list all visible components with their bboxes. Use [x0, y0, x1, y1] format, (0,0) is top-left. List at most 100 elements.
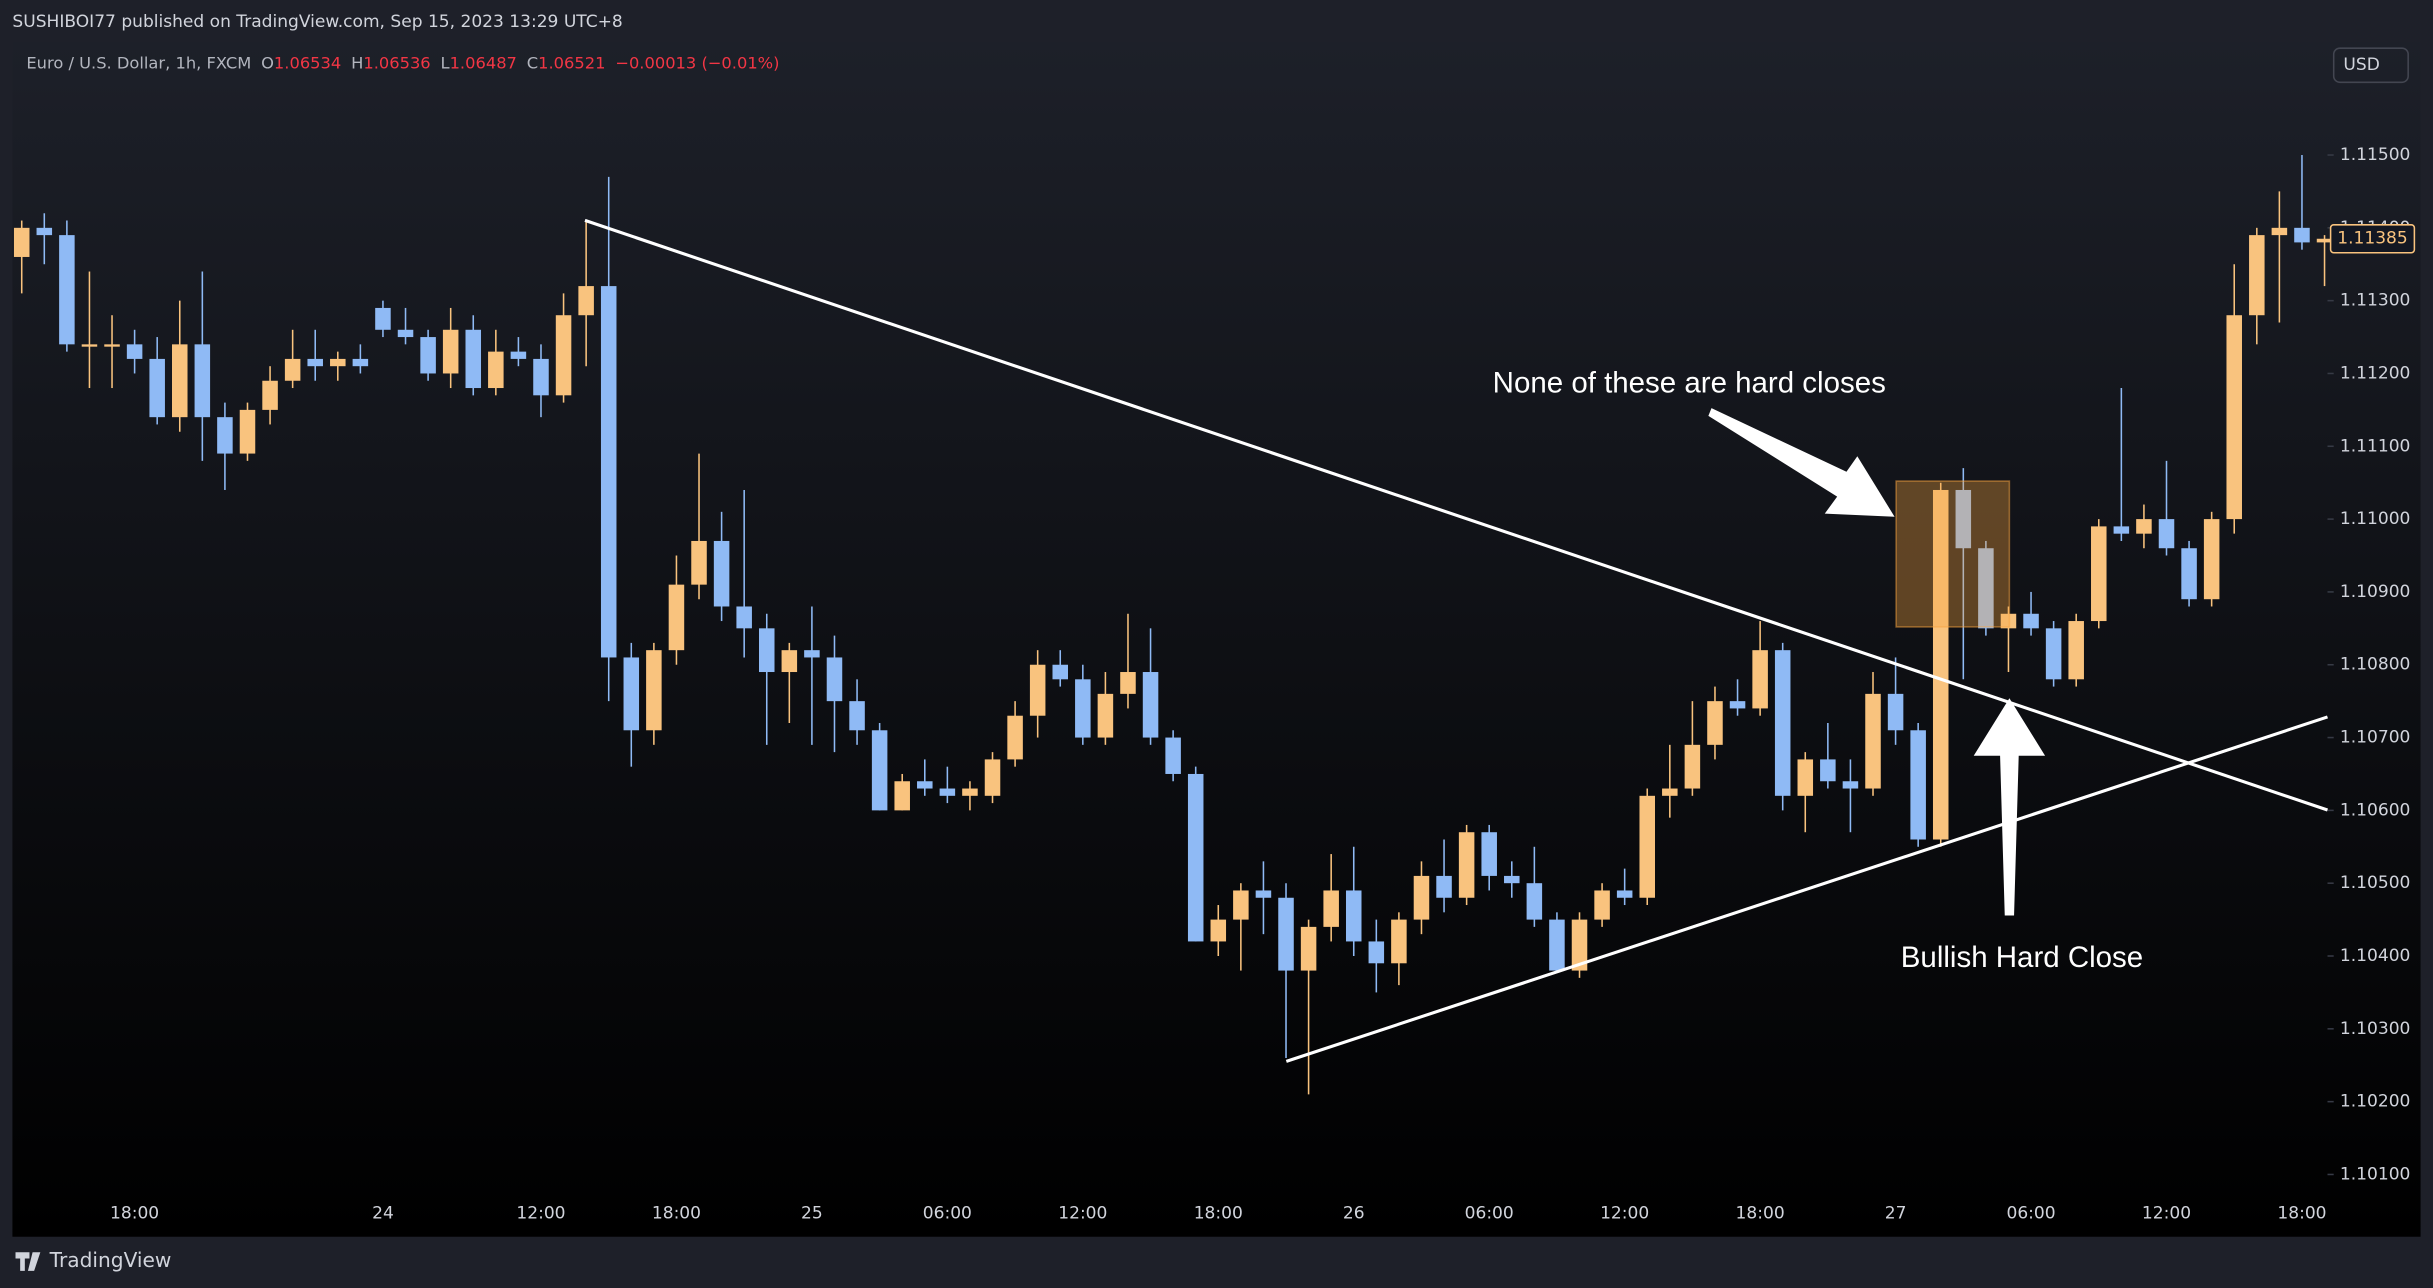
last-price-label: 1.11385 — [2337, 229, 2408, 249]
candle-body — [555, 315, 572, 396]
ohlc-value: 1.06536 — [363, 53, 430, 72]
candle-body — [1345, 890, 1362, 942]
currency[interactable]: USD — [2343, 55, 2379, 75]
candle-body — [1458, 832, 1475, 898]
candle-body — [2316, 238, 2333, 243]
ohlc-value: 1.06521 — [538, 53, 605, 72]
candle-body — [1616, 890, 1633, 898]
candle-body — [149, 358, 165, 418]
x-tick-label: 18:00 — [652, 1203, 701, 1223]
candle-body — [1504, 875, 1520, 884]
candle-body — [330, 358, 346, 367]
ohlc-label: L — [441, 53, 450, 72]
candle-body — [2023, 613, 2039, 629]
candle-body — [1820, 759, 1836, 782]
x-tick-label: 06:00 — [923, 1203, 972, 1223]
candle-body — [307, 358, 323, 367]
change: −0.00013 (−0.01%) — [615, 53, 779, 72]
candle-body — [397, 329, 414, 338]
candle-body — [126, 344, 143, 359]
candle-body — [600, 286, 617, 658]
annotation: Bullish Hard Close — [1901, 941, 2143, 974]
ohlc-value: 1.06534 — [274, 53, 341, 72]
candle-body — [1255, 890, 1272, 898]
candle-body — [375, 307, 391, 330]
candle-body — [1368, 941, 1385, 964]
chart-panel — [12, 41, 2421, 1237]
y-tick-label: 1.10900 — [2340, 582, 2411, 602]
x-tick-label: 18:00 — [1194, 1203, 1243, 1223]
y-tick-label: 1.11200 — [2340, 363, 2411, 383]
candle-body — [1413, 875, 1430, 920]
candle-body — [1142, 672, 1159, 738]
y-tick-label: 1.10200 — [2340, 1092, 2411, 1112]
candle-body — [962, 788, 978, 796]
candle-body — [262, 380, 278, 410]
candle-body — [488, 351, 504, 389]
candle-body — [2158, 519, 2175, 549]
x-tick-label: 12:00 — [1058, 1203, 1107, 1223]
candle-body — [1187, 773, 1204, 942]
plot: 1.10100 1.10200 1.10300 1.10400 1.10500 1.106… — [13, 145, 2416, 1223]
candle-body — [1210, 919, 1227, 942]
candle-body — [781, 650, 798, 673]
candle-body — [1526, 883, 1543, 920]
last-price-tag — [2329, 224, 2416, 254]
legend: Euro / U.S. Dollar, 1h, FXCM O1.06534 H1… — [26, 53, 779, 72]
candle-body — [939, 788, 956, 796]
candle-body — [2249, 235, 2265, 316]
y-tick-label: 1.11500 — [2340, 145, 2411, 165]
highlight-box — [1895, 480, 2011, 628]
candle-body — [1007, 715, 1023, 760]
candle-body — [1052, 664, 1069, 680]
x-tick-label: 18:00 — [1736, 1203, 1785, 1223]
candle-body — [736, 606, 752, 629]
candle-body — [1887, 693, 1904, 731]
x-tick-label: 26 — [1343, 1203, 1365, 1223]
y-tick-label: 1.10500 — [2340, 873, 2411, 893]
x-tick-label: 12:00 — [516, 1203, 565, 1223]
publisher: SUSHIBOI77 published on TradingView.com,… — [12, 12, 622, 32]
currency-button[interactable] — [2332, 47, 2409, 84]
candle-body — [1639, 795, 1655, 898]
candle-body — [804, 650, 820, 658]
candle-body — [2091, 526, 2107, 622]
y-tick-label: 1.10700 — [2340, 728, 2411, 748]
x-tick-label: 12:00 — [1600, 1203, 1649, 1223]
candle-body — [668, 584, 685, 651]
candle-body — [420, 337, 436, 374]
candle-body — [1774, 650, 1791, 796]
candle-body — [2136, 519, 2152, 534]
candle-body — [239, 409, 256, 454]
candle-body — [36, 227, 53, 236]
ohlc-label: C — [527, 53, 538, 72]
candle-body — [1752, 650, 1768, 709]
candle-body — [1029, 664, 1046, 716]
arrow — [1708, 408, 1895, 517]
candle-body — [59, 235, 75, 345]
ohlc-value: 1.06487 — [450, 53, 517, 72]
brand: TradingView — [49, 1248, 172, 1272]
y-tick-label: 1.10800 — [2340, 655, 2411, 675]
candle-body — [465, 329, 482, 389]
candle-body — [1391, 919, 1407, 964]
brand-logo — [15, 1252, 41, 1271]
candle-body — [826, 657, 843, 702]
candle-body — [1300, 926, 1317, 971]
candle-body — [352, 358, 369, 367]
candle-body — [691, 540, 707, 585]
candle-body — [1842, 781, 1859, 789]
candle-body — [1729, 701, 1746, 709]
candle-body — [646, 650, 662, 731]
candle-body — [1707, 701, 1723, 745]
candle-body — [81, 344, 98, 347]
candle-body — [713, 540, 730, 607]
candle-body — [578, 286, 594, 316]
candle-body — [510, 351, 527, 359]
ohlc-label: O — [261, 53, 274, 72]
candle-body — [217, 417, 233, 454]
candle-body — [1165, 737, 1181, 774]
arrow — [1973, 698, 2046, 916]
